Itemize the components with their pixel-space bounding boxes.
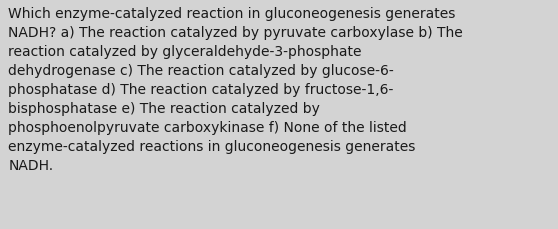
Text: Which enzyme-catalyzed reaction in gluconeogenesis generates
NADH? a) The reacti: Which enzyme-catalyzed reaction in gluco… [8,7,463,172]
